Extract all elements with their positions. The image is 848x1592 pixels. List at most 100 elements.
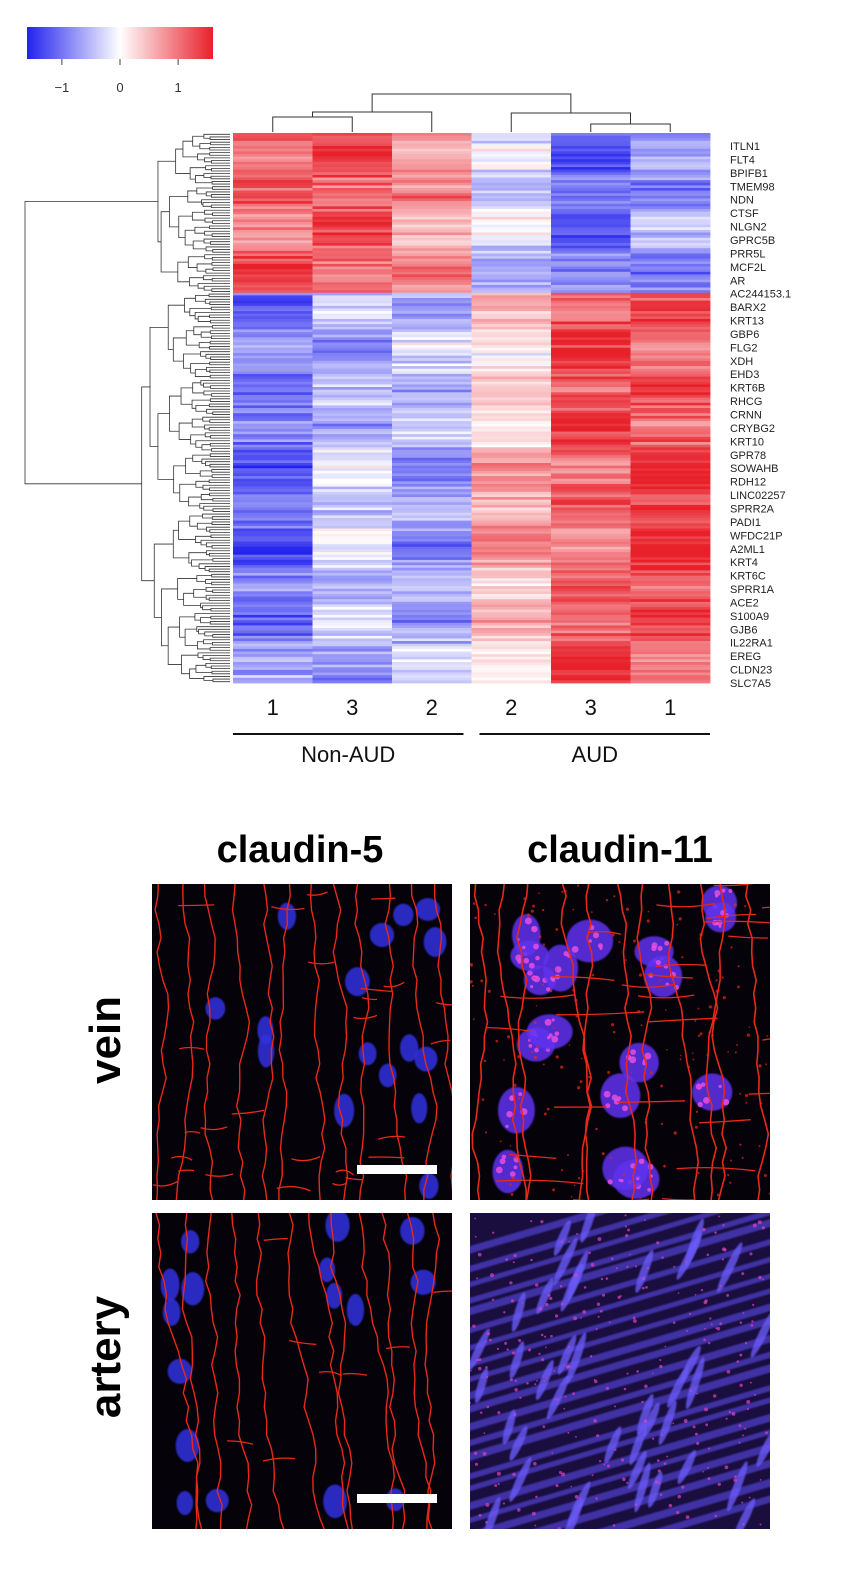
gene-label: RHCG — [730, 396, 762, 408]
heatmap-cell — [630, 190, 711, 194]
heatmap-cell — [551, 156, 631, 160]
heatmap-cell — [551, 358, 631, 362]
heatmap-cell — [312, 153, 393, 157]
heatmap-cell — [471, 662, 552, 666]
heatmap-cell — [392, 219, 472, 223]
heatmap-cell — [233, 345, 313, 349]
heatmap-cell — [312, 373, 393, 377]
dendrogram-branch — [195, 294, 210, 302]
heatmap-cell — [312, 580, 393, 584]
dendrogram-branch — [211, 516, 230, 520]
heatmap-cell — [630, 546, 711, 550]
heatmap-cell — [312, 146, 393, 150]
heatmap-cell — [312, 620, 393, 624]
dendrogram-branch — [198, 563, 230, 569]
junction-line — [175, 884, 195, 1200]
heatmap-cell — [551, 680, 631, 684]
heatmap-cell — [392, 355, 472, 359]
color-scale-tick-label: 0 — [116, 80, 123, 95]
heatmap-cell — [471, 536, 552, 540]
heatmap-cell — [392, 617, 472, 621]
heatmap-cell — [630, 596, 711, 600]
heatmap-cell — [471, 366, 552, 370]
heatmap-cell — [551, 172, 631, 176]
heatmap-cell — [233, 405, 313, 409]
heatmap-cell — [312, 583, 393, 587]
heatmap-cell — [551, 667, 631, 671]
heatmap-cell — [312, 601, 393, 605]
dendrogram-branch — [212, 411, 230, 415]
heatmap-cell — [471, 677, 552, 681]
heatmap-cell — [551, 190, 631, 194]
heatmap-cell — [551, 193, 631, 197]
heatmap-cell — [551, 161, 631, 165]
dendrogram-branch — [210, 534, 230, 539]
heatmap-cell — [312, 536, 393, 540]
junction-line — [287, 1213, 325, 1529]
heatmap-cell — [312, 188, 393, 192]
heatmap-cell — [471, 675, 552, 679]
heatmap-cell — [471, 290, 552, 294]
heatmap-cell — [312, 559, 393, 563]
heatmap-cell — [551, 311, 631, 315]
heatmap-cell — [630, 402, 711, 406]
heatmap-cell — [471, 182, 552, 186]
heatmap-cell — [471, 641, 552, 645]
heatmap-cell — [551, 565, 631, 569]
heatmap-cell — [471, 167, 552, 171]
heatmap-cell — [630, 345, 711, 349]
heatmap-cell — [551, 546, 631, 550]
heatmap-cell — [392, 248, 472, 252]
heatmap-cell — [630, 659, 711, 663]
heatmap-cell — [471, 216, 552, 220]
heatmap-cell — [233, 279, 313, 283]
heatmap-cell — [551, 379, 631, 383]
heatmap-cell — [471, 533, 552, 537]
nucleus — [346, 1293, 365, 1326]
heatmap-cell — [471, 311, 552, 315]
heatmap-cell — [233, 607, 313, 611]
heatmap-cell — [471, 371, 552, 375]
heatmap-cell — [551, 465, 631, 469]
dendrogram-branch — [189, 277, 204, 287]
heatmap-cell — [233, 240, 313, 244]
nucleus — [257, 1034, 275, 1068]
heatmap-cell — [471, 531, 552, 535]
heatmap-cell — [392, 481, 472, 485]
heatmap-cell — [392, 533, 472, 537]
dendrogram-branch — [210, 204, 230, 209]
heatmap-cell — [233, 614, 313, 618]
heatmap-cell — [233, 219, 313, 223]
heatmap-cell — [392, 161, 472, 165]
heatmap-cell — [392, 588, 472, 592]
heatmap-cell — [551, 638, 631, 642]
heatmap-cell — [233, 174, 313, 178]
dendrogram-branch — [209, 621, 230, 625]
heatmap-cell — [233, 305, 313, 309]
heatmap-cell — [233, 588, 313, 592]
heatmap-cell — [312, 360, 393, 364]
gene-label: FLG2 — [730, 342, 758, 354]
heatmap-cell — [392, 654, 472, 658]
heatmap-cell — [392, 245, 472, 249]
heatmap-cell — [630, 347, 711, 351]
heatmap-cell — [471, 350, 552, 354]
junction-line — [667, 884, 700, 1200]
heatmap-cell — [471, 452, 552, 456]
heatmap-cell — [630, 172, 711, 176]
heatmap-cell — [630, 287, 711, 291]
heatmap-cell — [551, 426, 631, 430]
gene-label: XDH — [730, 356, 753, 368]
heatmap-cell — [551, 353, 631, 357]
heatmap-cell — [392, 434, 472, 438]
heatmap-cell — [630, 164, 711, 168]
heatmap-cell — [233, 227, 313, 231]
heatmap-cell — [630, 292, 711, 296]
heatmap-cell — [471, 208, 552, 212]
junction-line — [583, 884, 594, 1200]
heatmap-cell — [471, 504, 552, 508]
heatmap-cell — [551, 198, 631, 202]
nucleus — [323, 1484, 347, 1519]
heatmap-cell — [392, 287, 472, 291]
dendrogram-branch — [203, 505, 230, 511]
